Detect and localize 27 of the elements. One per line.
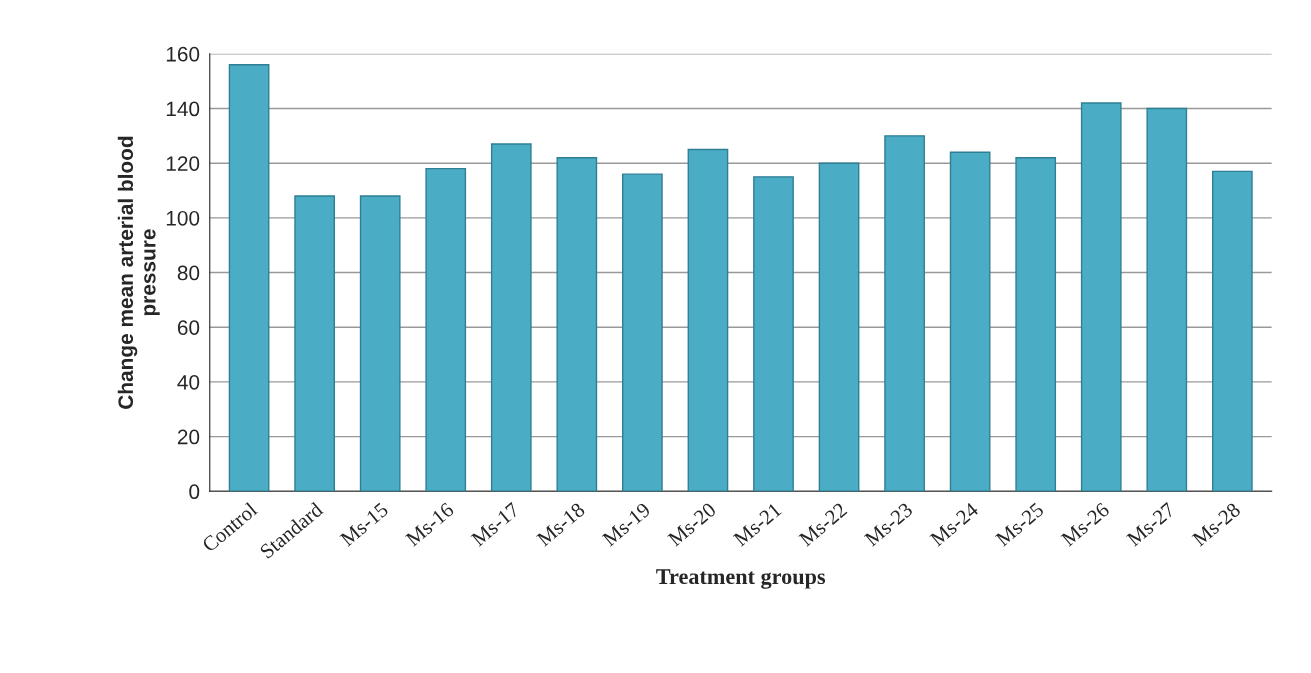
y-axis-title: Change mean arterial blood pressure (117, 136, 160, 409)
y-tick-label: 160 (166, 46, 200, 62)
bar (1080, 102, 1122, 492)
bar (556, 157, 598, 492)
bar (359, 195, 401, 492)
bar (818, 162, 860, 492)
bar (753, 176, 794, 492)
bar (884, 135, 925, 492)
y-tick-label: 60 (177, 320, 200, 335)
y-tick-label: 0 (189, 484, 200, 500)
y-tick-label: 80 (177, 265, 200, 281)
bar (687, 148, 729, 492)
bar (1211, 170, 1253, 492)
x-axis-title: Treatment groups (656, 569, 826, 589)
bar (622, 173, 663, 492)
y-tick-label: 40 (177, 374, 200, 390)
y-tick-label: 20 (177, 429, 200, 445)
y-tick-label: 140 (166, 101, 200, 117)
bar (1015, 157, 1057, 492)
bar (294, 195, 336, 492)
bar (949, 151, 991, 492)
bar (490, 143, 532, 492)
bar (425, 167, 467, 492)
bar (1146, 107, 1188, 492)
y-tick-label: 100 (166, 210, 200, 226)
bar (228, 64, 270, 492)
y-tick-label: 120 (166, 156, 200, 171)
